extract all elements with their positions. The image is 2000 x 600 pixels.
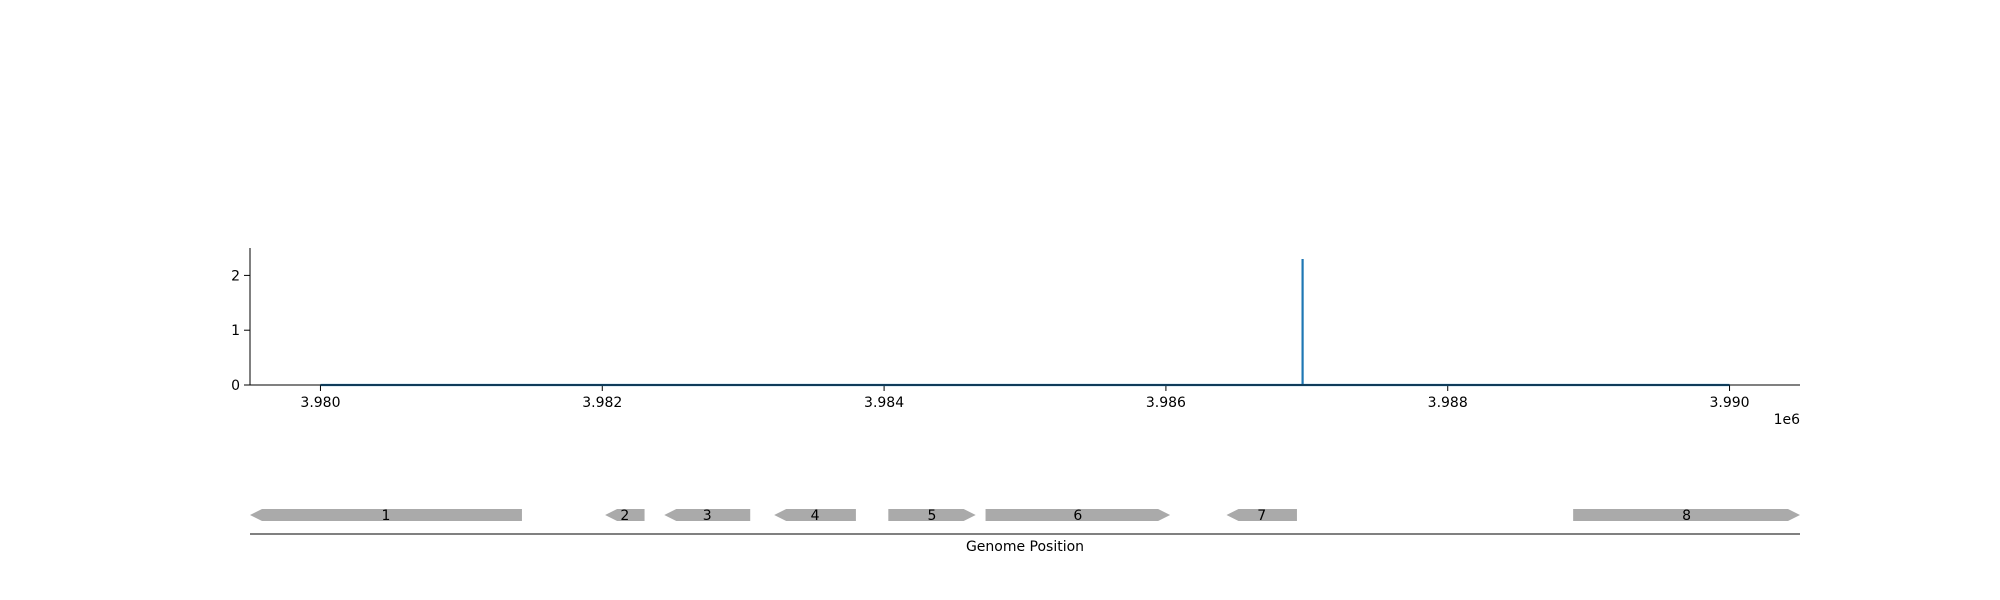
gene-feature-label: 3: [703, 508, 712, 524]
y-tick-label: 1: [231, 323, 240, 339]
x-tick-label: 3.982: [582, 395, 622, 411]
gene-features: 1 2 3 4 5 6 7 8: [250, 508, 1800, 524]
x-axis-offset-label: 1e6: [1774, 412, 1801, 428]
gene-feature-label: 2: [620, 508, 629, 524]
x-tick-label: 3.988: [1428, 395, 1468, 411]
gene-feature-label: 6: [1073, 508, 1082, 524]
gene-feature-label: 1: [382, 508, 391, 524]
coverage-series-line: [320, 258, 1730, 387]
coverage-plot: 0 1 2 3.980 3.982 3.984 3.986 3.988 3.990 1e6: [231, 248, 1800, 428]
gene-feature-label: 8: [1682, 508, 1691, 524]
gene-track: 1 2 3 4 5 6 7 8 Genome Position: [250, 508, 1800, 555]
gene-feature-label: 4: [811, 508, 820, 524]
gene-feature-6: [985, 509, 1171, 521]
gene-feature-4: [774, 509, 856, 521]
gene-feature-7: [1226, 509, 1297, 521]
x-axis-ticks: 3.980 3.982 3.984 3.986 3.988 3.990: [300, 385, 1750, 411]
gene-feature-label: 7: [1257, 508, 1266, 524]
y-tick-label: 2: [231, 268, 240, 284]
x-tick-label: 3.984: [864, 395, 904, 411]
x-tick-label: 3.990: [1709, 395, 1749, 411]
gene-feature-3: [664, 509, 751, 521]
x-tick-label: 3.986: [1146, 395, 1186, 411]
x-tick-label: 3.980: [300, 395, 340, 411]
gene-feature-8: [1573, 509, 1800, 521]
gene-feature-label: 5: [928, 508, 937, 524]
y-tick-label: 0: [231, 378, 240, 394]
gene-feature-1: [250, 509, 522, 521]
y-axis-ticks: 0 1 2: [231, 268, 250, 394]
gene-feature-5: [888, 509, 976, 521]
x-axis-title: Genome Position: [966, 539, 1084, 555]
gene-feature-2: [605, 509, 645, 521]
